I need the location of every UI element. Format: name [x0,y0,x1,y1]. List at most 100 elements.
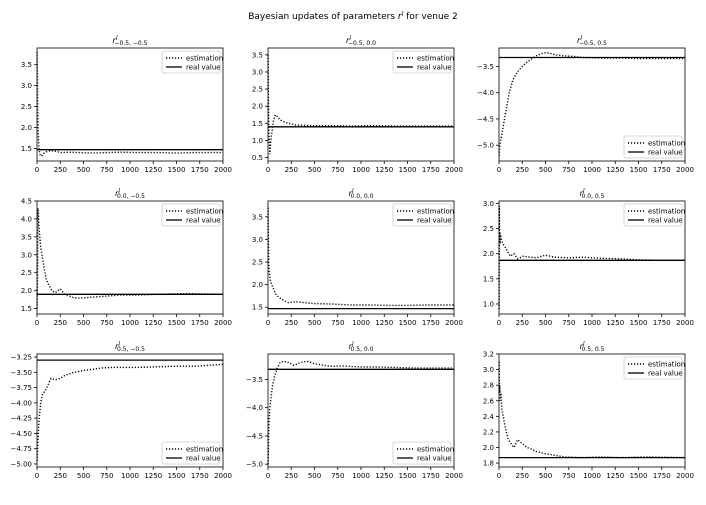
subplot-6: rl 0.0, 0.5 0 250 500 750 1000 1250 1500 1750 2000… [483,188,694,327]
x-tick-label: 1750 [653,472,671,480]
x-tick-label: 0 [35,319,39,327]
subplot-2: rl −0.5, 0.0 0 250 500 750 1000 1250 1500 1750 200… [252,35,463,174]
subplot-title: rl −0.5, −0.5 [113,35,148,47]
y-tick-label: 2.6 [483,397,495,405]
x-tick-label: 1500 [168,472,186,480]
legend-real-value-label: real value [186,217,221,225]
y-tick-label: −5.00 [11,460,32,468]
x-tick-label: 750 [100,472,113,480]
x-tick-label: 0 [497,166,501,174]
y-tick-label: 1.0 [483,300,494,308]
subplot-title: rl 0.0, 0.0 [349,188,374,200]
x-tick-label: 1250 [144,472,162,480]
y-tick-label: 1.5 [21,305,32,313]
legend-real-value-label: real value [186,455,221,463]
y-tick-label: −4.0 [246,404,263,412]
x-tick-label: 250 [285,166,298,174]
legend-real-value-label: real value [417,217,452,225]
estimation-line [267,207,454,307]
x-tick-label: 1500 [399,472,417,480]
x-tick-label: 1250 [144,166,162,174]
x-tick-label: 500 [539,319,552,327]
y-tick-label: 3.5 [21,61,32,69]
x-tick-label: 250 [54,166,67,174]
x-tick-label: 1500 [399,319,417,327]
x-tick-label: 1750 [191,166,209,174]
subplot-7: rl 0.5, −0.5 0 250 500 750 1000 1250 1500 1750 200… [11,341,232,480]
y-tick-label: −3.25 [11,354,32,362]
y-tick-label: −4.5 [246,432,263,440]
x-tick-label: 1250 [606,319,624,327]
y-tick-label: −3.5 [477,63,494,71]
x-tick-label: 0 [497,472,501,480]
legend-real-value-label: real value [417,455,452,463]
y-tick-label: 1.5 [252,304,263,312]
subplot-title: rl 0.5, −0.5 [115,341,145,353]
subplot-5: rl 0.0, 0.0 0 250 500 750 1000 1250 1500 1750 2000… [252,188,463,327]
legend-estimation-label: estimation [417,208,454,216]
y-tick-label: −3.5 [246,376,263,384]
x-tick-label: 750 [331,166,344,174]
x-tick-label: 1250 [375,319,393,327]
y-tick-label: 3.0 [21,82,32,90]
x-tick-label: 2000 [445,319,463,327]
x-tick-label: 750 [562,166,575,174]
x-tick-label: 250 [516,472,529,480]
x-tick-label: 1000 [121,472,139,480]
y-tick-label: 0.5 [252,154,263,162]
legend-estimation-label: estimation [186,208,223,216]
x-tick-label: 750 [562,472,575,480]
subplot-3: rl −0.5, 0.5 0 250 500 750 1000 1250 1500 1750 200… [477,35,694,174]
y-tick-label: 4.0 [21,215,32,223]
x-tick-label: 2000 [676,319,694,327]
x-tick-label: 0 [35,166,39,174]
x-tick-label: 250 [516,166,529,174]
subplot-4: rl 0.0, −0.5 0 250 500 750 1000 1250 1500 1750 200… [21,188,232,327]
x-tick-label: 0 [266,319,270,327]
x-tick-label: 250 [516,319,529,327]
x-tick-label: 1500 [168,319,186,327]
y-tick-label: 1.5 [21,145,32,153]
x-tick-label: 500 [77,319,90,327]
y-tick-label: −4.50 [11,430,32,438]
y-tick-label: 2.5 [252,86,263,94]
x-tick-label: 0 [266,472,270,480]
legend-real-value-label: real value [648,149,683,157]
x-tick-label: 1000 [583,319,601,327]
subplot-title: rl 0.5, 0.0 [349,341,374,353]
y-tick-label: −4.00 [11,399,32,407]
x-tick-label: 500 [539,472,552,480]
subplot-title: rl −0.5, 0.5 [577,35,607,47]
estimation-line [498,205,685,310]
y-tick-label: 2.5 [21,103,32,111]
x-tick-label: 250 [285,319,298,327]
y-tick-label: 2.0 [483,250,494,258]
y-tick-label: 2.4 [483,413,495,421]
y-tick-label: −4.25 [11,415,32,423]
x-tick-label: 1500 [630,166,648,174]
x-tick-label: 500 [308,319,321,327]
x-tick-label: 1500 [630,472,648,480]
x-tick-label: 1750 [191,319,209,327]
y-tick-label: 2.5 [252,259,263,267]
x-tick-label: 1250 [144,319,162,327]
y-tick-label: −4.75 [11,445,32,453]
x-tick-label: 750 [100,319,113,327]
x-tick-label: 2000 [214,166,232,174]
x-tick-label: 250 [285,472,298,480]
y-tick-label: 1.5 [252,120,263,128]
x-tick-label: 500 [539,166,552,174]
figure-title: Bayesian updates of parameters rl for ve… [248,11,458,22]
x-tick-label: 750 [562,319,575,327]
subplot-title: rl 0.5, 0.5 [580,341,605,353]
y-tick-label: 3.0 [21,251,32,259]
x-tick-label: 2000 [214,472,232,480]
y-tick-label: 2.8 [483,382,494,390]
x-tick-label: 500 [308,472,321,480]
x-tick-label: 1000 [121,166,139,174]
y-tick-label: −5.0 [246,461,263,469]
